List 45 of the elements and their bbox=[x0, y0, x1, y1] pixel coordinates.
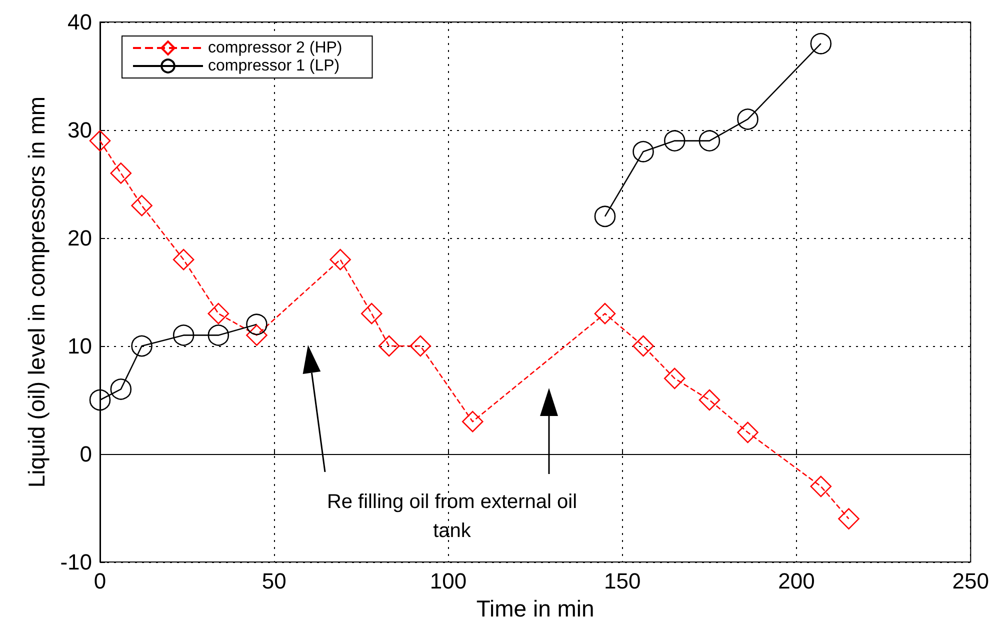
point bbox=[737, 422, 758, 444]
point bbox=[378, 335, 400, 357]
point bbox=[208, 302, 230, 324]
point bbox=[172, 248, 194, 270]
y-tick-label: -10 bbox=[60, 550, 92, 574]
point bbox=[410, 335, 432, 357]
point bbox=[632, 335, 654, 357]
annotation: Re filling oil from external oil tank bbox=[326, 490, 578, 544]
x-tick-label: 200 bbox=[778, 568, 815, 594]
point bbox=[208, 324, 230, 346]
legend-label: compressor 2 (HP) bbox=[208, 40, 342, 56]
y-tick-label: 20 bbox=[68, 226, 92, 250]
point bbox=[810, 32, 832, 54]
point bbox=[664, 130, 686, 152]
point bbox=[89, 389, 111, 411]
x-tick-label: 150 bbox=[604, 568, 641, 594]
point bbox=[246, 314, 268, 336]
point bbox=[110, 162, 132, 184]
point bbox=[360, 302, 382, 324]
y-tick-label: 10 bbox=[68, 334, 92, 358]
point bbox=[172, 324, 194, 346]
point bbox=[330, 248, 351, 270]
point bbox=[810, 476, 832, 498]
x-tick-label: 50 bbox=[262, 568, 286, 594]
point bbox=[698, 130, 720, 152]
y-tick-label: 40 bbox=[68, 10, 92, 34]
y-axis-title: Liquid (oil) level in compressors in mm bbox=[24, 96, 50, 488]
y-tick-label: 0 bbox=[80, 442, 92, 466]
point bbox=[131, 335, 152, 357]
point bbox=[838, 508, 860, 530]
legend-label: compressor 1 (LP) bbox=[208, 58, 340, 74]
point bbox=[110, 378, 132, 400]
point bbox=[594, 302, 616, 324]
y-tick-label: 30 bbox=[68, 118, 92, 142]
point bbox=[462, 410, 484, 432]
x-axis-title: Time in min bbox=[476, 595, 594, 622]
point bbox=[594, 206, 616, 228]
point bbox=[737, 108, 758, 130]
point bbox=[664, 368, 686, 390]
point bbox=[131, 194, 152, 216]
point bbox=[632, 140, 654, 162]
point bbox=[246, 324, 268, 346]
x-tick-label: 250 bbox=[952, 568, 990, 594]
point bbox=[698, 389, 720, 411]
x-tick-label: 100 bbox=[430, 568, 467, 594]
